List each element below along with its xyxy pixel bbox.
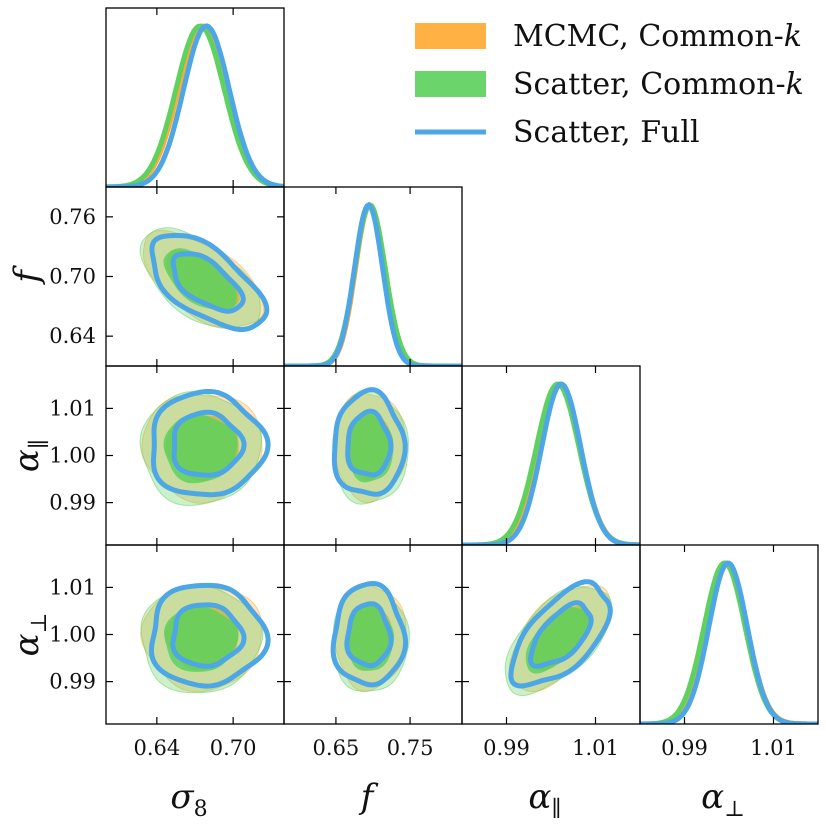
y-tick-label: 0.64 — [49, 324, 96, 348]
contour-scatter-common-k-3-0 — [140, 584, 264, 694]
y-tick-label: 1.01 — [49, 396, 96, 420]
contour-95-line — [331, 387, 408, 497]
y-axis-label-f: f — [7, 265, 47, 286]
legend-swatch — [415, 71, 486, 97]
contour-95-line — [149, 582, 271, 689]
axis-label-alpha_par: α∥ — [528, 777, 561, 822]
contour-fills-layer — [139, 227, 613, 696]
contour-68 — [164, 606, 239, 672]
marginal-f-2 — [284, 202, 462, 366]
legend-label: Scatter, Common-k — [513, 67, 804, 102]
contour-68-line — [170, 602, 247, 669]
svg-text:α∥: α∥ — [7, 439, 52, 472]
x-tick-label: 0.64 — [133, 736, 180, 760]
contour-68 — [525, 607, 591, 674]
contour-scatter-common-k-2-0 — [139, 390, 263, 507]
legend-label: Scatter, Full — [513, 115, 700, 150]
contour-68 — [347, 412, 394, 483]
legend: MCMC, Common-k Scatter, Common-k Scatter, … — [415, 19, 804, 150]
marginal-f-1 — [284, 202, 462, 366]
contour-line-1-0 — [149, 233, 270, 333]
legend-swatch — [415, 23, 486, 49]
y-tick-label: 0.76 — [49, 205, 96, 229]
marginal-f-0 — [284, 202, 462, 366]
axis-label-f: f — [358, 777, 379, 817]
contour-68-line — [171, 409, 247, 478]
y-tick-label: 1.00 — [49, 444, 96, 468]
ticks-layer — [106, 8, 775, 724]
legend-item-2: Scatter, Full — [415, 115, 700, 150]
axis-label-alpha_perp: α⊥ — [701, 777, 745, 822]
contour-scatter-common-k-2-1 — [332, 389, 409, 505]
contour-line-3-1 — [330, 580, 409, 688]
marginal-sigma8-1 — [106, 23, 284, 187]
contour-95-line — [508, 579, 613, 689]
contour-68 — [163, 248, 237, 311]
contour-line-2-1 — [331, 387, 408, 497]
marginal-sigma8-2 — [106, 23, 284, 187]
x-tick-label: 0.99 — [661, 736, 708, 760]
contour-68-line — [344, 601, 394, 669]
contour-68-line — [345, 408, 394, 478]
marginal-alpha_perp-1 — [640, 560, 818, 724]
contour-scatter-common-k-3-1 — [332, 582, 410, 692]
contour-line-3-0 — [149, 582, 271, 689]
svg-text:α⊥: α⊥ — [7, 613, 52, 657]
x-tick-label: 1.01 — [750, 736, 797, 760]
contour-95-line — [330, 580, 409, 688]
legend-label: MCMC, Common-k — [513, 19, 802, 54]
legend-item-0: MCMC, Common-k — [415, 19, 802, 54]
contour-95-line — [149, 233, 270, 333]
legend-item-1: Scatter, Common-k — [415, 67, 804, 102]
axis-label-sigma8: σ8 — [170, 777, 207, 822]
marginal-alpha_perp-2 — [640, 560, 818, 724]
x-tick-label: 0.70 — [210, 736, 257, 760]
y-tick-label: 1.00 — [49, 623, 96, 647]
y-tick-label: 0.99 — [49, 491, 96, 515]
contour-95-line — [150, 389, 271, 498]
y-tick-label: 1.01 — [49, 575, 96, 599]
y-tick-label: 0.70 — [49, 265, 96, 289]
y-axis-label-alpha_perp: α⊥ — [7, 613, 52, 657]
contour-68-line — [527, 600, 594, 669]
contour-68 — [163, 413, 238, 484]
contour-line-2-0 — [150, 389, 271, 498]
x-tick-label: 1.01 — [572, 736, 619, 760]
marginal-alpha_par-2 — [462, 381, 640, 545]
svg-text:f: f — [7, 265, 47, 286]
marginal-alpha_perp-0 — [640, 560, 818, 724]
x-tick-label: 0.99 — [483, 736, 530, 760]
contour-scatter-common-k-3-2 — [504, 585, 613, 696]
y-axis-label-alpha_par: α∥ — [7, 439, 52, 472]
x-tick-label: 0.75 — [387, 736, 434, 760]
y-tick-label: 0.99 — [49, 670, 96, 694]
contour-68-line — [170, 251, 246, 314]
x-tick-label: 0.65 — [313, 736, 360, 760]
contour-line-3-2 — [508, 579, 613, 689]
